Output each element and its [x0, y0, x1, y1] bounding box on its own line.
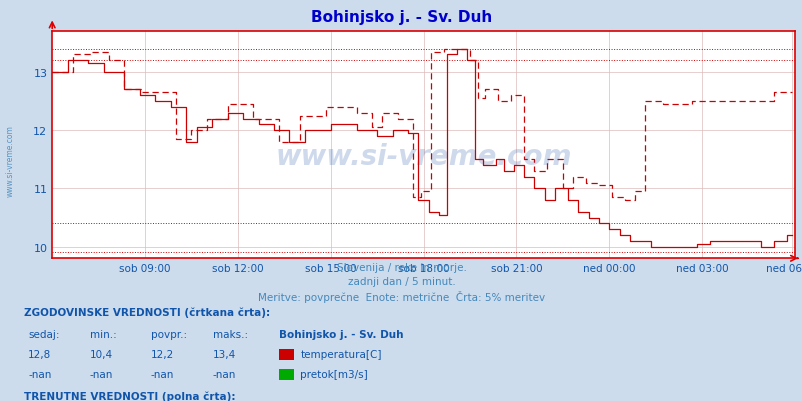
Text: www.si-vreme.com: www.si-vreme.com — [6, 125, 15, 196]
Text: 12,2: 12,2 — [151, 349, 174, 359]
Text: 12,8: 12,8 — [28, 349, 51, 359]
Text: min.:: min.: — [90, 329, 116, 339]
Text: -nan: -nan — [28, 369, 51, 379]
Text: povpr.:: povpr.: — [151, 329, 187, 339]
Text: Meritve: povprečne  Enote: metrične  Črta: 5% meritev: Meritve: povprečne Enote: metrične Črta:… — [257, 291, 545, 303]
Text: 10,4: 10,4 — [90, 349, 113, 359]
Text: temperatura[C]: temperatura[C] — [300, 349, 381, 359]
Text: pretok[m3/s]: pretok[m3/s] — [300, 369, 367, 379]
Text: ZGODOVINSKE VREDNOSTI (črtkana črta):: ZGODOVINSKE VREDNOSTI (črtkana črta): — [24, 307, 270, 317]
Text: 13,4: 13,4 — [213, 349, 236, 359]
Text: TRENUTNE VREDNOSTI (polna črta):: TRENUTNE VREDNOSTI (polna črta): — [24, 391, 235, 401]
Text: -nan: -nan — [213, 369, 236, 379]
Text: www.si-vreme.com: www.si-vreme.com — [275, 143, 571, 171]
Text: zadnji dan / 5 minut.: zadnji dan / 5 minut. — [347, 277, 455, 287]
Text: maks.:: maks.: — [213, 329, 248, 339]
Text: -nan: -nan — [151, 369, 174, 379]
Text: sedaj:: sedaj: — [28, 329, 59, 339]
Text: Bohinjsko j. - Sv. Duh: Bohinjsko j. - Sv. Duh — [279, 329, 403, 339]
Text: Slovenija / reke in morje.: Slovenija / reke in morje. — [336, 263, 466, 273]
Text: Bohinjsko j. - Sv. Duh: Bohinjsko j. - Sv. Duh — [310, 10, 492, 25]
Text: -nan: -nan — [90, 369, 113, 379]
